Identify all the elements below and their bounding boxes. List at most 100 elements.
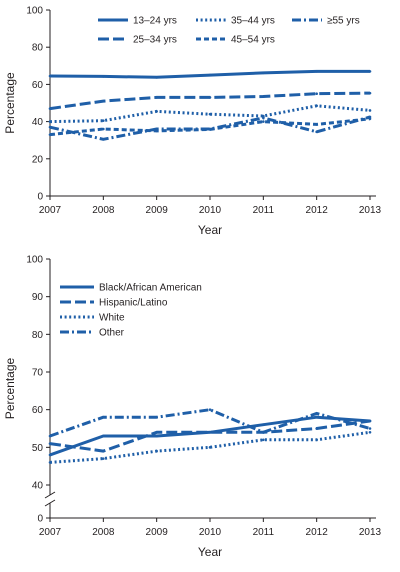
x-axis-title: Year: [198, 223, 222, 237]
y-axis-title: Percentage: [3, 72, 17, 134]
y-tick-label: 0: [37, 192, 43, 203]
data-point: [102, 119, 105, 122]
data-point: [368, 70, 372, 73]
data-point: [208, 127, 212, 131]
x-tick-label: 2008: [92, 205, 115, 216]
data-point: [368, 430, 372, 434]
data-point: [155, 110, 158, 113]
x-tick-label: 2009: [146, 527, 169, 538]
data-point: [368, 427, 372, 430]
data-point: [315, 412, 318, 415]
legend-label: 13–24 yrs: [133, 16, 177, 27]
data-point: [208, 96, 212, 99]
data-point: [102, 415, 105, 419]
chart-race-ethnicity: 0 40 50 60 70 80 90 100 2007 2008 2009 2010 2011 2012…: [3, 255, 382, 560]
y-tick-label: 20: [32, 154, 44, 165]
y-tick-label: 100: [26, 6, 43, 17]
y-tick-label: 100: [26, 255, 43, 266]
data-point: [368, 109, 372, 112]
data-point: [208, 446, 212, 449]
y-tick-label: 60: [32, 80, 44, 91]
data-point: [208, 73, 212, 77]
y-tick-label: 80: [32, 43, 44, 54]
legend-label: Black/African American: [99, 283, 202, 294]
data-point: [155, 434, 158, 438]
legend-label: 35–44 yrs: [231, 16, 275, 27]
data-point: [315, 427, 318, 430]
y-tick-label: 0: [37, 514, 43, 525]
data-point: [315, 123, 318, 126]
legend-label: Other: [99, 328, 125, 339]
y-tick-label: 60: [32, 405, 44, 416]
data-point: [102, 449, 105, 453]
y-tick-label: 40: [32, 117, 44, 128]
x-tick-label: 2011: [253, 205, 275, 216]
data-point: [262, 423, 265, 427]
data-point: [262, 438, 265, 442]
data-point: [368, 115, 372, 119]
data-point: [262, 116, 265, 120]
data-point: [208, 408, 212, 411]
series-line-1: [49, 91, 371, 111]
data-point: [262, 95, 265, 98]
data-point: [102, 137, 105, 141]
x-tick-label: 2011: [253, 527, 275, 538]
data-point: [48, 442, 52, 445]
legend-label: 45–54 yrs: [231, 35, 275, 46]
x-tick-label: 2012: [306, 527, 329, 538]
data-point: [48, 125, 52, 129]
y-tick-label: 40: [32, 481, 44, 492]
data-point: [155, 76, 158, 79]
data-point: [315, 70, 318, 73]
data-point: [102, 457, 105, 460]
data-point: [48, 107, 52, 110]
data-point: [315, 92, 318, 95]
x-tick-label: 2009: [146, 205, 169, 216]
data-point: [48, 461, 52, 464]
legend-label: ≥55 yrs: [327, 16, 360, 27]
data-point: [155, 449, 158, 453]
axis-break-mark-upper: [44, 491, 56, 499]
data-point: [48, 120, 52, 123]
data-point: [315, 130, 318, 134]
data-point: [102, 127, 105, 131]
data-point: [48, 434, 52, 438]
data-point: [315, 415, 318, 419]
data-point: [48, 453, 52, 457]
x-tick-label: 2012: [306, 205, 329, 216]
x-tick-label: 2007: [39, 527, 62, 538]
data-point: [315, 438, 318, 442]
data-point: [102, 434, 105, 438]
data-point: [155, 430, 158, 434]
axis-break-mark-lower: [44, 499, 56, 507]
legend-label: Hispanic/Latino: [99, 298, 168, 309]
x-axis-title: Year: [198, 545, 222, 559]
series-line-3: [49, 117, 371, 137]
data-point: [48, 74, 52, 78]
data-point: [102, 75, 105, 78]
y-tick-label: 70: [32, 368, 44, 379]
data-point: [368, 91, 372, 95]
data-point: [48, 133, 52, 136]
y-tick-label: 80: [32, 330, 44, 341]
data-point: [155, 127, 158, 131]
x-tick-label: 2010: [199, 527, 222, 538]
data-point: [262, 430, 265, 434]
data-point: [102, 99, 105, 103]
x-tick-label: 2008: [92, 527, 115, 538]
y-axis-title: Percentage: [3, 357, 17, 419]
data-point: [368, 419, 372, 423]
legend-label: 25–34 yrs: [133, 35, 177, 46]
data-point: [315, 104, 318, 108]
x-tick-label: 2013: [359, 527, 382, 538]
data-point: [262, 120, 265, 123]
data-point: [262, 71, 265, 75]
y-tick-label: 90: [32, 292, 44, 303]
chart-age-groups: 0 20 40 60 80 100 2007 2008 2009 2010 2011 2012 2013…: [3, 6, 382, 238]
x-tick-label: 2010: [199, 205, 222, 216]
data-point: [155, 96, 158, 99]
x-tick-label: 2013: [359, 205, 382, 216]
data-point: [208, 430, 212, 434]
